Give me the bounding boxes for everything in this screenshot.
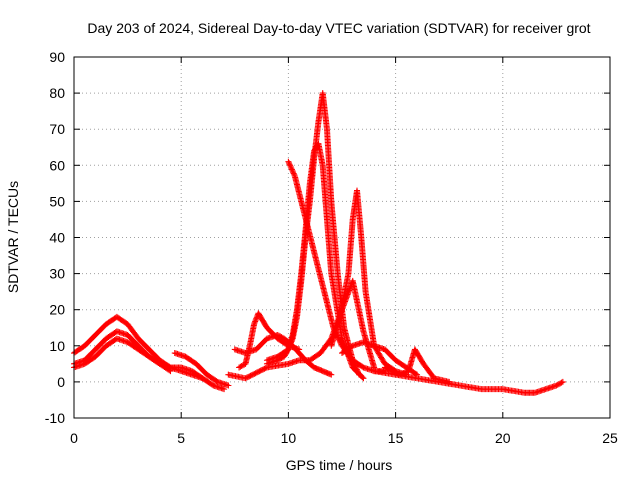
data-point bbox=[557, 380, 564, 387]
data-point bbox=[285, 160, 292, 167]
y-tick-label: 10 bbox=[49, 338, 65, 354]
data-point bbox=[236, 364, 243, 371]
y-tick-label: 50 bbox=[49, 193, 65, 209]
data-point bbox=[336, 337, 343, 344]
data-point bbox=[553, 382, 560, 389]
data-point bbox=[335, 336, 342, 343]
data-point bbox=[239, 362, 246, 369]
data-point bbox=[383, 365, 390, 372]
data-point bbox=[291, 171, 298, 178]
x-tick-label: 10 bbox=[281, 430, 297, 446]
y-axis-label: SDTVAR / TECUs bbox=[5, 181, 21, 293]
data-point bbox=[337, 338, 344, 345]
data-point bbox=[166, 367, 173, 374]
x-tick-label: 15 bbox=[388, 430, 404, 446]
tick-labels: 0 5 10 15 20 25 -10 0 10 20 30 40 50 60 70 80 90 bbox=[45, 49, 618, 446]
y-tick-label: 70 bbox=[49, 121, 65, 137]
data-point bbox=[555, 381, 562, 388]
data-point bbox=[328, 371, 335, 378]
data-point bbox=[558, 379, 565, 386]
y-tick-label: 80 bbox=[49, 85, 65, 101]
data-point bbox=[287, 163, 294, 170]
y-tick-label: 90 bbox=[49, 49, 65, 65]
data-point bbox=[554, 381, 561, 388]
data-point bbox=[287, 162, 294, 169]
data-point bbox=[167, 368, 174, 375]
data-point bbox=[360, 375, 367, 382]
y-tick-label: 0 bbox=[57, 374, 65, 390]
x-tick-label: 0 bbox=[70, 430, 78, 446]
series-track-4 bbox=[171, 350, 232, 389]
x-axis-label: GPS time / hours bbox=[286, 457, 393, 473]
data-point bbox=[337, 340, 344, 347]
data-point bbox=[277, 333, 284, 340]
data-point bbox=[381, 364, 388, 371]
data-point bbox=[237, 363, 244, 370]
x-tick-label: 20 bbox=[495, 430, 511, 446]
series-track-3 bbox=[71, 335, 174, 375]
data-point bbox=[334, 333, 341, 340]
data-marks bbox=[71, 90, 566, 396]
x-tick-label: 25 bbox=[602, 430, 618, 446]
y-tick-label: 20 bbox=[49, 302, 65, 318]
data-point bbox=[290, 169, 297, 176]
data-point bbox=[274, 331, 281, 338]
data-point bbox=[559, 378, 566, 385]
data-point bbox=[262, 365, 269, 372]
data-point bbox=[277, 355, 284, 362]
data-point bbox=[289, 167, 296, 174]
y-tick-label: -10 bbox=[45, 410, 65, 426]
data-point bbox=[278, 355, 285, 362]
data-point bbox=[288, 165, 295, 172]
data-point bbox=[275, 332, 282, 339]
data-point bbox=[275, 356, 282, 363]
series-track-14 bbox=[371, 368, 566, 396]
data-point bbox=[286, 161, 293, 168]
data-point bbox=[225, 382, 232, 389]
data-point bbox=[359, 374, 366, 381]
data-point bbox=[238, 363, 245, 370]
data-point bbox=[274, 357, 281, 364]
chart-title: Day 203 of 2024, Sidereal Day-to-day VTE… bbox=[87, 20, 590, 36]
plot-frame bbox=[73, 56, 611, 419]
y-tick-label: 60 bbox=[49, 157, 65, 173]
data-point bbox=[278, 334, 285, 341]
y-tick-label: 30 bbox=[49, 266, 65, 282]
y-tick-label: 40 bbox=[49, 230, 65, 246]
data-point bbox=[285, 158, 292, 165]
data-point bbox=[288, 166, 295, 173]
data-point bbox=[290, 170, 297, 177]
x-tick-label: 5 bbox=[177, 430, 185, 446]
